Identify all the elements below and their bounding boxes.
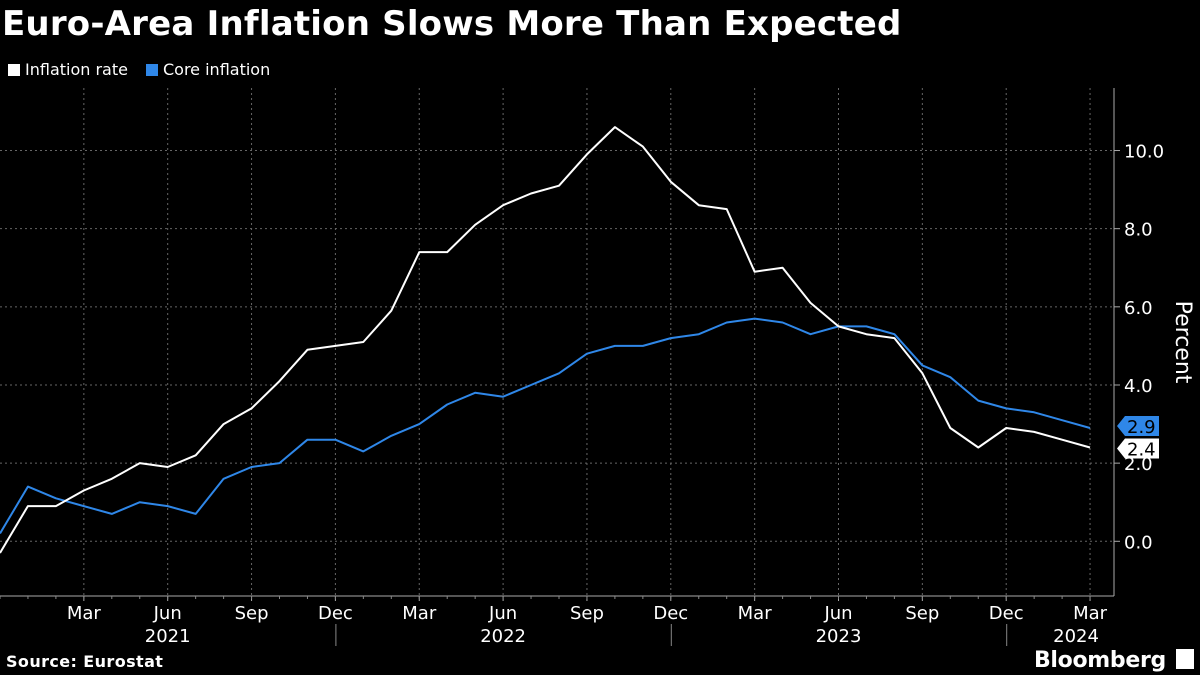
bloomberg-mark-icon — [1176, 649, 1194, 669]
year-label: 2022 — [480, 626, 526, 647]
legend-item-inflation-rate: Inflation rate — [8, 60, 128, 79]
legend: Inflation rate Core inflation — [8, 60, 270, 79]
legend-label-inflation-rate: Inflation rate — [25, 60, 128, 79]
x-tick-label: Mar — [67, 603, 102, 624]
x-tick-label: Sep — [235, 603, 269, 624]
y-tick-label: 0.0 — [1124, 532, 1153, 553]
x-tick-label: Mar — [738, 603, 773, 624]
grid — [0, 88, 1114, 596]
legend-swatch-inflation-rate — [8, 63, 20, 76]
end-label-inflation-rate: 2.4 — [1117, 438, 1159, 461]
y-tick-label: 2.0 — [1124, 454, 1153, 475]
x-tick-label: Sep — [905, 603, 939, 624]
x-tick-label: Dec — [318, 603, 353, 624]
y-tick-label: 10.0 — [1124, 142, 1164, 163]
x-tick-label: Jun — [153, 603, 182, 624]
bloomberg-logo: Bloomberg — [1033, 648, 1166, 673]
end-label-inflation-rate-text: 2.4 — [1127, 440, 1156, 461]
y-axis-label: Percent — [1170, 301, 1195, 384]
end-labels: 2.92.4 — [1117, 415, 1159, 461]
x-tick-label: Jun — [823, 603, 852, 624]
end-label-inflation-rate-box — [1117, 438, 1159, 459]
x-tick-label: Dec — [653, 603, 688, 624]
end-label-core-inflation-box — [1117, 415, 1159, 436]
end-label-core-inflation-text: 2.9 — [1127, 417, 1156, 438]
x-tick-label: Sep — [570, 603, 604, 624]
y-tick-label: 6.0 — [1124, 298, 1153, 319]
legend-label-core-inflation: Core inflation — [162, 60, 271, 79]
end-label-core-inflation: 2.9 — [1117, 415, 1159, 438]
source-note: Source: Eurostat — [6, 652, 164, 671]
y-tick-label: 8.0 — [1124, 220, 1153, 241]
x-tick-label: Mar — [1073, 603, 1108, 624]
legend-item-core-inflation: Core inflation — [145, 60, 271, 79]
series-group — [0, 126, 1091, 554]
series-line-inflation-rate — [0, 126, 1091, 554]
axes: 0.0 2.0 4.0 6.0 8.0 10.0 Mar Jun Sep Dec Mar Jun Sep… — [0, 88, 1164, 647]
x-tick-label: Mar — [402, 603, 437, 624]
series-line-core-inflation — [0, 317, 1091, 535]
x-tick-label: Dec — [989, 603, 1024, 624]
year-label: 2021 — [145, 626, 191, 647]
year-label: 2023 — [816, 626, 862, 647]
legend-swatch-core-inflation — [145, 63, 158, 76]
year-label: 2024 — [1053, 626, 1099, 647]
chart-title: Euro-Area Inflation Slows More Than Expe… — [2, 4, 902, 44]
x-tick-label: Jun — [488, 603, 517, 624]
y-tick-label: 4.0 — [1124, 376, 1153, 397]
